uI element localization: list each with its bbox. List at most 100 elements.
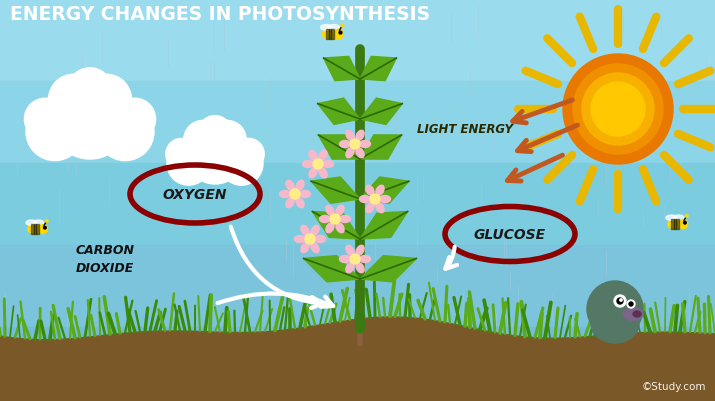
Ellipse shape <box>296 198 304 208</box>
Circle shape <box>49 75 99 126</box>
Ellipse shape <box>326 206 334 216</box>
Ellipse shape <box>296 181 304 191</box>
Ellipse shape <box>301 226 309 236</box>
Ellipse shape <box>633 311 641 317</box>
Polygon shape <box>324 57 360 81</box>
Text: OXYGEN: OXYGEN <box>163 188 227 201</box>
Ellipse shape <box>33 221 44 226</box>
Ellipse shape <box>309 151 317 161</box>
Ellipse shape <box>356 148 364 158</box>
Ellipse shape <box>309 168 317 178</box>
Ellipse shape <box>319 151 327 161</box>
Ellipse shape <box>320 25 332 31</box>
Ellipse shape <box>295 236 305 243</box>
Bar <box>0 0 715 83</box>
Ellipse shape <box>346 246 354 256</box>
Polygon shape <box>317 99 360 125</box>
Circle shape <box>97 104 154 161</box>
Circle shape <box>591 83 645 137</box>
Ellipse shape <box>340 256 350 263</box>
Circle shape <box>627 300 635 308</box>
Ellipse shape <box>380 196 390 203</box>
Ellipse shape <box>356 246 364 256</box>
Circle shape <box>184 121 222 160</box>
Ellipse shape <box>302 161 313 168</box>
Ellipse shape <box>666 215 677 221</box>
Circle shape <box>582 74 654 146</box>
Circle shape <box>39 225 48 234</box>
Bar <box>31 225 34 234</box>
Circle shape <box>50 80 130 160</box>
Ellipse shape <box>668 219 682 229</box>
Circle shape <box>167 143 210 186</box>
Ellipse shape <box>336 223 344 233</box>
Circle shape <box>334 30 343 40</box>
Circle shape <box>614 295 626 307</box>
Text: LIGHT ENERGY: LIGHT ENERGY <box>417 123 513 136</box>
Bar <box>0 164 715 246</box>
Circle shape <box>185 125 245 184</box>
Polygon shape <box>311 178 360 204</box>
Circle shape <box>198 116 232 150</box>
Polygon shape <box>360 136 402 160</box>
Polygon shape <box>360 212 408 239</box>
Bar <box>676 219 679 229</box>
Polygon shape <box>360 99 403 125</box>
Circle shape <box>44 227 46 229</box>
Bar <box>36 225 39 234</box>
Ellipse shape <box>366 203 374 213</box>
Ellipse shape <box>315 236 325 243</box>
Ellipse shape <box>346 131 354 141</box>
Circle shape <box>573 65 663 155</box>
Ellipse shape <box>674 215 684 221</box>
Ellipse shape <box>280 191 290 198</box>
Circle shape <box>313 160 323 170</box>
Ellipse shape <box>322 161 333 168</box>
Ellipse shape <box>301 243 309 253</box>
Ellipse shape <box>322 30 337 40</box>
Circle shape <box>330 215 340 225</box>
Polygon shape <box>360 178 409 204</box>
Ellipse shape <box>360 196 370 203</box>
Circle shape <box>684 222 686 225</box>
Circle shape <box>305 235 315 244</box>
Circle shape <box>26 104 84 161</box>
Circle shape <box>350 140 360 150</box>
Bar <box>329 30 332 40</box>
Circle shape <box>686 215 688 218</box>
Ellipse shape <box>346 263 354 273</box>
Circle shape <box>208 121 246 160</box>
Circle shape <box>339 32 342 35</box>
Circle shape <box>45 220 48 223</box>
Ellipse shape <box>360 141 370 148</box>
Ellipse shape <box>311 243 319 253</box>
Circle shape <box>617 298 623 304</box>
Ellipse shape <box>319 168 327 178</box>
Polygon shape <box>312 212 360 239</box>
Text: CARBON
DIOXIDE: CARBON DIOXIDE <box>76 244 134 275</box>
Ellipse shape <box>340 141 350 148</box>
Bar <box>0 82 715 164</box>
Bar <box>332 30 335 40</box>
Polygon shape <box>360 256 416 282</box>
Circle shape <box>220 143 263 186</box>
Ellipse shape <box>366 186 374 196</box>
Ellipse shape <box>320 216 330 223</box>
Ellipse shape <box>26 221 36 226</box>
Circle shape <box>370 194 380 205</box>
Circle shape <box>587 281 643 337</box>
Ellipse shape <box>336 206 344 216</box>
Ellipse shape <box>591 305 639 343</box>
Bar <box>0 245 715 328</box>
Ellipse shape <box>623 308 643 321</box>
Ellipse shape <box>311 226 319 236</box>
Ellipse shape <box>340 216 350 223</box>
Circle shape <box>24 99 66 140</box>
Bar <box>34 225 36 234</box>
Ellipse shape <box>28 225 42 234</box>
Ellipse shape <box>326 223 334 233</box>
Circle shape <box>114 99 156 140</box>
Ellipse shape <box>376 186 384 196</box>
Ellipse shape <box>328 25 340 31</box>
Bar <box>326 30 329 40</box>
